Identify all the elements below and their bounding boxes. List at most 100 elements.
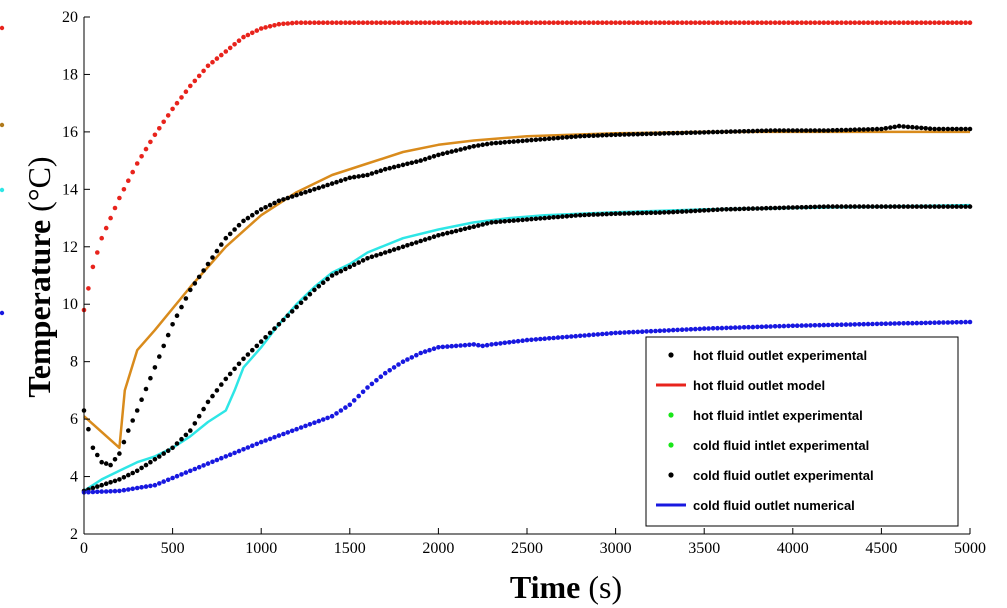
data-point xyxy=(613,330,618,336)
data-point xyxy=(338,408,344,413)
data-point xyxy=(706,326,711,331)
data-point xyxy=(631,132,636,137)
data-point xyxy=(236,222,242,228)
data-point xyxy=(622,132,627,137)
data-point xyxy=(777,205,782,211)
data-point xyxy=(542,136,547,142)
data-point xyxy=(223,454,229,459)
data-point xyxy=(653,328,658,334)
data-point xyxy=(134,485,140,491)
data-point xyxy=(963,319,968,325)
data-point xyxy=(564,334,570,340)
data-point xyxy=(258,207,264,212)
data-point xyxy=(657,20,663,26)
data-point xyxy=(196,464,202,470)
data-point xyxy=(693,20,698,26)
data-point xyxy=(910,20,915,26)
data-point xyxy=(126,472,131,478)
data-point xyxy=(232,450,237,456)
data-point xyxy=(422,20,428,26)
data-point xyxy=(520,338,525,344)
data-point xyxy=(458,147,463,152)
data-point xyxy=(684,209,689,214)
data-point xyxy=(538,20,543,26)
x-axis-title: Time (s) xyxy=(510,569,622,605)
data-point xyxy=(799,128,804,133)
data-point xyxy=(710,326,716,331)
data-point xyxy=(538,216,543,221)
data-point xyxy=(418,238,424,244)
data-point xyxy=(631,211,636,216)
data-point xyxy=(954,20,959,26)
data-point xyxy=(312,187,317,192)
data-point xyxy=(338,178,344,183)
y-tick-label: 4 xyxy=(70,469,78,486)
data-point xyxy=(126,178,131,183)
data-point xyxy=(157,354,162,359)
data-point xyxy=(152,457,158,462)
data-point xyxy=(892,321,897,326)
data-point xyxy=(223,235,229,241)
x-tick-labels: 0 500 1000 1500 2000 2500 3000 3500 4000 4500 5000 xyxy=(80,540,986,557)
data-point xyxy=(196,274,202,280)
data-point xyxy=(192,281,198,286)
data-point xyxy=(103,481,109,487)
edge-marker xyxy=(0,122,5,128)
data-point xyxy=(803,204,809,210)
data-point xyxy=(241,218,246,224)
data-point xyxy=(427,235,432,241)
data-point xyxy=(294,192,299,198)
data-point xyxy=(865,321,871,327)
data-point xyxy=(356,393,362,399)
data-point xyxy=(347,175,353,181)
data-point xyxy=(719,20,725,26)
data-point xyxy=(320,184,326,189)
edge-marker xyxy=(0,310,5,316)
data-point xyxy=(143,146,149,152)
data-point xyxy=(768,324,773,329)
data-point xyxy=(103,461,109,466)
data-point xyxy=(741,129,747,134)
data-point xyxy=(919,320,924,326)
data-point xyxy=(493,219,499,225)
data-point xyxy=(289,20,295,26)
data-point xyxy=(303,20,308,26)
legend-swatch-dot xyxy=(668,412,674,418)
data-point xyxy=(843,20,849,26)
data-point xyxy=(445,20,450,26)
data-point xyxy=(892,20,897,26)
data-point xyxy=(254,441,260,447)
data-point xyxy=(458,227,463,233)
data-point xyxy=(666,20,672,26)
data-point xyxy=(586,332,592,338)
data-point xyxy=(927,20,933,26)
data-point xyxy=(719,325,725,331)
data-point xyxy=(374,169,379,175)
data-point xyxy=(382,370,388,376)
data-point xyxy=(608,331,614,336)
data-point xyxy=(861,127,866,132)
data-point xyxy=(848,20,853,26)
data-point xyxy=(351,398,357,403)
data-point xyxy=(440,231,446,237)
data-point xyxy=(808,20,813,26)
data-point xyxy=(365,255,370,261)
data-point xyxy=(560,335,565,340)
data-point xyxy=(263,25,268,30)
data-point xyxy=(914,320,920,326)
data-point xyxy=(86,286,91,291)
data-point xyxy=(617,20,623,26)
data-point xyxy=(825,204,831,209)
data-point xyxy=(888,204,893,209)
data-point xyxy=(551,20,556,26)
data-point xyxy=(781,323,787,329)
data-point xyxy=(356,174,362,179)
data-point xyxy=(874,204,880,209)
data-point xyxy=(719,207,725,212)
legend-item: hot fluid intlet experimental xyxy=(668,408,863,423)
data-point xyxy=(613,132,618,138)
data-point xyxy=(608,211,614,217)
data-point xyxy=(316,284,322,289)
data-point xyxy=(462,146,468,151)
data-point xyxy=(834,20,840,26)
